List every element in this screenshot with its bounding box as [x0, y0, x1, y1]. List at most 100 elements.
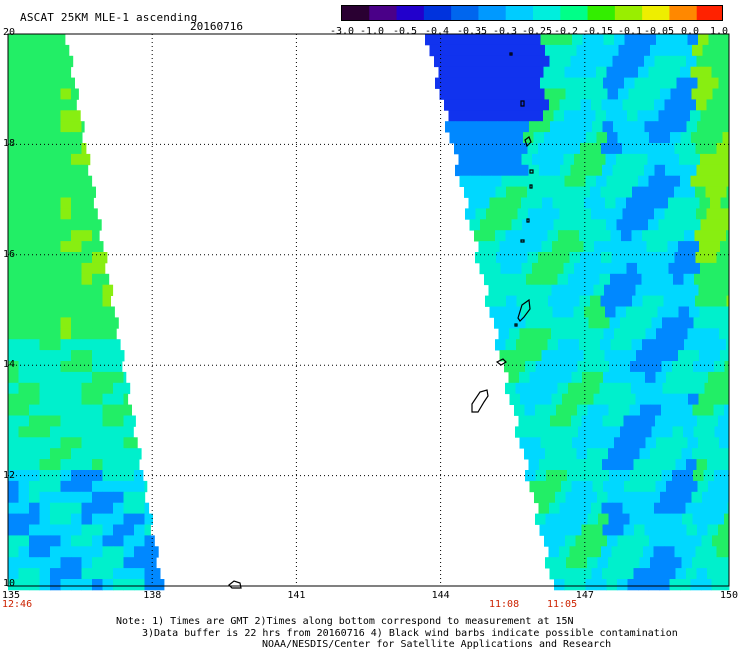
data-cell: [113, 557, 124, 569]
data-cell: [626, 197, 637, 209]
data-cell: [684, 295, 696, 307]
data-cell: [134, 448, 142, 460]
data-cell: [583, 393, 594, 405]
data-cell: [29, 350, 40, 362]
data-cell: [602, 524, 614, 536]
data-cell: [566, 404, 578, 416]
data-cell: [559, 208, 571, 220]
data-cell: [611, 252, 623, 264]
data-cell: [113, 361, 123, 373]
colorbar-tick-label: -0.4: [424, 26, 450, 37]
data-cell: [634, 77, 646, 89]
data-cell: [677, 328, 688, 340]
island-outline: [509, 52, 513, 56]
data-cell: [681, 557, 693, 569]
data-cell: [599, 426, 610, 438]
data-cell: [612, 502, 623, 514]
data-cell: [645, 480, 656, 493]
data-cell: [81, 306, 93, 318]
data-cell: [586, 132, 597, 144]
data-cell: [654, 502, 665, 514]
data-cell: [134, 579, 145, 591]
data-cell: [654, 99, 665, 111]
data-cell: [600, 295, 612, 307]
data-cell: [573, 306, 585, 318]
data-cell: [647, 306, 658, 318]
data-cell: [123, 382, 131, 395]
data-cell: [515, 273, 527, 286]
data-cell: [653, 186, 664, 198]
data-cell: [60, 415, 72, 427]
data-cell: [585, 66, 597, 78]
data-cell: [479, 153, 491, 166]
data-cell: [643, 546, 654, 558]
data-cell: [673, 339, 685, 351]
data-cell: [687, 77, 698, 89]
data-cell: [602, 121, 614, 133]
colorbar-segment: [423, 6, 452, 20]
data-cell: [656, 34, 667, 46]
data-cell: [29, 524, 40, 536]
data-cell: [577, 404, 588, 416]
data-cell: [688, 284, 699, 296]
y-tick-label: 20: [3, 27, 16, 38]
data-cell: [550, 77, 562, 89]
data-cell: [92, 557, 103, 569]
data-cell: [558, 230, 569, 242]
data-cell: [50, 34, 61, 46]
data-cell: [144, 524, 151, 536]
data-cell: [529, 121, 540, 133]
data-cell: [515, 426, 526, 438]
data-cell: [702, 44, 714, 57]
data-cell: [485, 186, 496, 198]
data-cell: [603, 77, 614, 89]
data-cell: [655, 480, 667, 493]
data-cell: [29, 66, 40, 78]
data-cell: [29, 110, 40, 122]
data-cell: [579, 295, 591, 307]
data-cell: [92, 361, 103, 373]
data-cell: [564, 579, 576, 591]
data-cell: [723, 448, 730, 460]
data-cell: [519, 77, 530, 89]
data-cell: [459, 66, 471, 78]
data-cell: [633, 208, 644, 220]
data-cell: [633, 164, 645, 177]
data-cell: [544, 535, 555, 547]
data-cell: [18, 459, 30, 471]
data-cell: [8, 350, 19, 362]
data-cell: [50, 513, 61, 525]
data-cell: [102, 437, 114, 449]
data-cell: [491, 66, 502, 78]
data-cell: [113, 568, 124, 580]
data-cell: [644, 164, 655, 177]
data-cell: [113, 448, 124, 460]
data-cell: [29, 219, 40, 231]
data-cell: [529, 415, 540, 427]
data-cell: [626, 306, 637, 318]
data-cell: [591, 502, 602, 514]
data-cell: [584, 262, 596, 275]
data-cell: [713, 557, 724, 569]
data-cell: [685, 502, 697, 514]
data-cell: [60, 34, 66, 46]
data-cell: [637, 110, 649, 122]
data-cell: [695, 546, 707, 558]
data-cell: [92, 546, 103, 558]
data-cell: [592, 77, 604, 89]
data-cell: [568, 339, 580, 351]
data-cell: [134, 502, 145, 514]
data-cell: [720, 350, 730, 362]
data-cell: [620, 382, 632, 395]
data-cell: [680, 535, 692, 547]
data-cell: [581, 524, 593, 536]
data-cell: [536, 382, 548, 395]
data-cell: [501, 110, 512, 122]
data-cell: [39, 273, 51, 286]
data-cell: [459, 175, 471, 187]
data-cell: [644, 55, 655, 68]
data-cell: [29, 459, 40, 471]
data-cell: [538, 252, 549, 264]
data-cell: [720, 241, 730, 253]
data-cell: [717, 164, 729, 177]
